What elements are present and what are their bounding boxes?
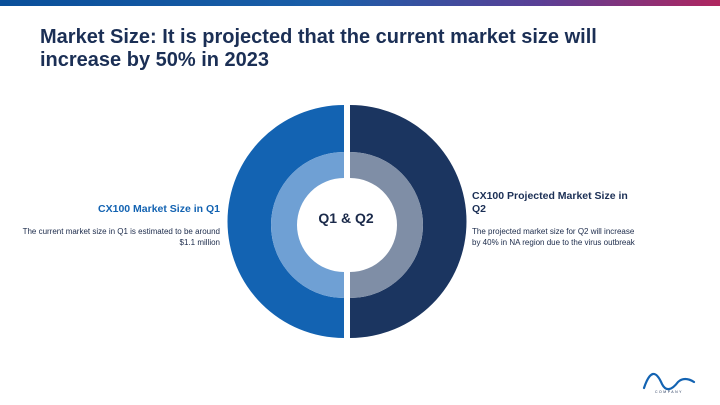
q2-inner-arc [350,152,423,298]
slide-title: Market Size: It is projected that the cu… [40,26,597,71]
q2-annotation: CX100 Projected Market Size in Q2 The pr… [472,190,642,248]
q1-heading: CX100 Market Size in Q1 [98,203,220,215]
donut-center-label: Q1 & Q2 [318,210,374,226]
company-logo-word: COMPANY [655,390,683,394]
top-accent-bar [0,0,720,6]
q1-inner-arc [271,152,344,298]
q1-annotation: CX100 Market Size in Q1 The current mark… [20,203,220,248]
q2-description: The projected market size for Q2 will in… [472,227,635,247]
q1-description: The current market size in Q1 is estimat… [22,227,220,247]
q2-outer-arc [350,105,467,338]
company-logo-icon [642,372,696,391]
q1-outer-arc [227,105,344,338]
q2-heading: CX100 Projected Market Size in Q2 [472,190,628,215]
